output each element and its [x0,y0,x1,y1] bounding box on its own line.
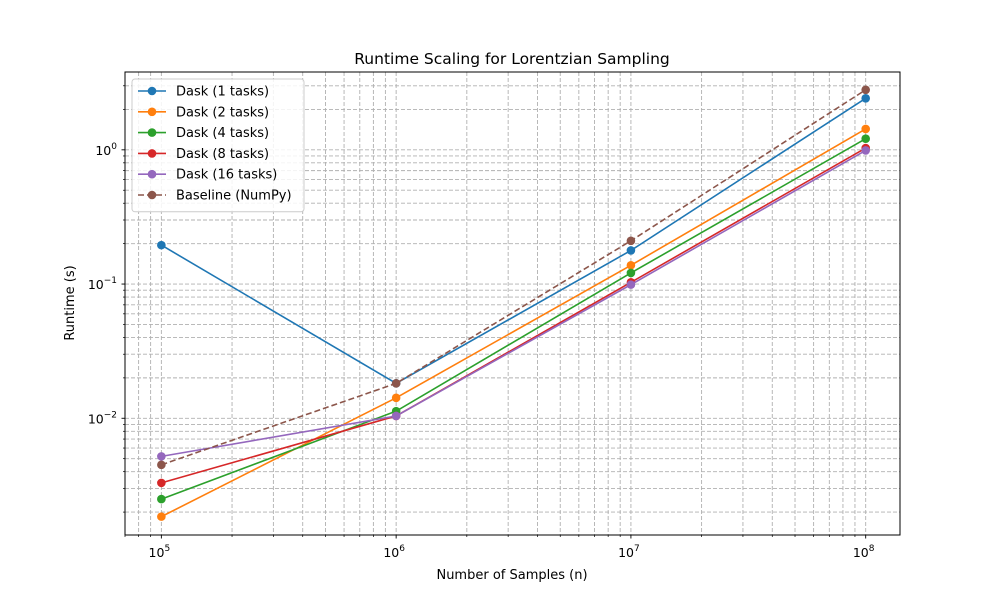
legend-label: Dask (16 tasks) [176,168,277,183]
legend-marker [147,86,157,96]
series-lines [157,85,870,521]
x-tick-label: 106 [383,544,405,560]
data-point [861,134,870,144]
data-point [861,124,870,134]
legend-entry: Dask (2 tasks) [138,105,269,120]
legend-entry: Baseline (NumPy) [138,189,292,204]
series-line [161,147,867,484]
data-point [391,393,401,403]
data-point [157,478,166,488]
data-point [157,240,166,250]
legend-label: Dask (8 tasks) [176,147,269,162]
x-tick-label: 105 [149,544,171,560]
x-tick-label: 108 [853,544,875,560]
series-group [157,85,870,470]
y-tick-label: 10−2 [88,410,117,426]
legend-label: Dask (2 tasks) [176,105,269,120]
series-line [161,149,867,458]
data-point [626,280,636,289]
data-point [626,236,636,246]
legend-marker [147,169,157,179]
legend-box [131,78,305,213]
legend-entry: Dask (1 tasks) [138,85,269,100]
legend-entry: Dask (16 tasks) [138,168,277,183]
data-point [626,246,636,255]
legend-marker [147,149,157,158]
data-point [157,460,166,470]
y-tick-label: 10−1 [88,276,117,292]
data-point [391,379,401,388]
data-point [157,494,166,504]
legend: Dask (1 tasks) Dask (2 tasks) Dask (4 task… [131,78,305,213]
legend-label: Dask (4 tasks) [176,126,269,141]
series-line [161,89,867,466]
series-line [160,97,867,385]
x-tick-label: 107 [618,544,640,560]
legend-marker [147,190,157,200]
series-line [161,138,867,500]
series-group [157,124,870,521]
data-point [861,146,870,155]
chart-title: Runtime Scaling for Lorentzian Sampling [354,50,670,68]
data-point [861,85,870,95]
legend-label: Dask (1 tasks) [176,85,269,100]
series-line [161,128,867,518]
legend-marker [147,107,157,117]
x-axis-label: Number of Samples (n) [436,568,587,583]
series-group [157,146,870,461]
y-axis-label: Runtime (s) [63,265,78,340]
data-point [861,94,870,103]
y-tick-label: 100 [95,142,117,158]
data-point [626,268,636,278]
data-point [157,452,166,461]
axis-ticks: 105 106 107 108 10−2 10−1 100 [88,85,875,560]
data-point [391,411,401,421]
plot-frame [124,71,901,536]
legend-entry: Dask (4 tasks) [138,126,269,141]
data-point [626,260,636,270]
legend-entry: Dask (8 tasks) [138,147,269,162]
data-point [157,512,166,521]
legend-label: Baseline (NumPy) [176,189,292,204]
legend-marker [147,128,157,137]
